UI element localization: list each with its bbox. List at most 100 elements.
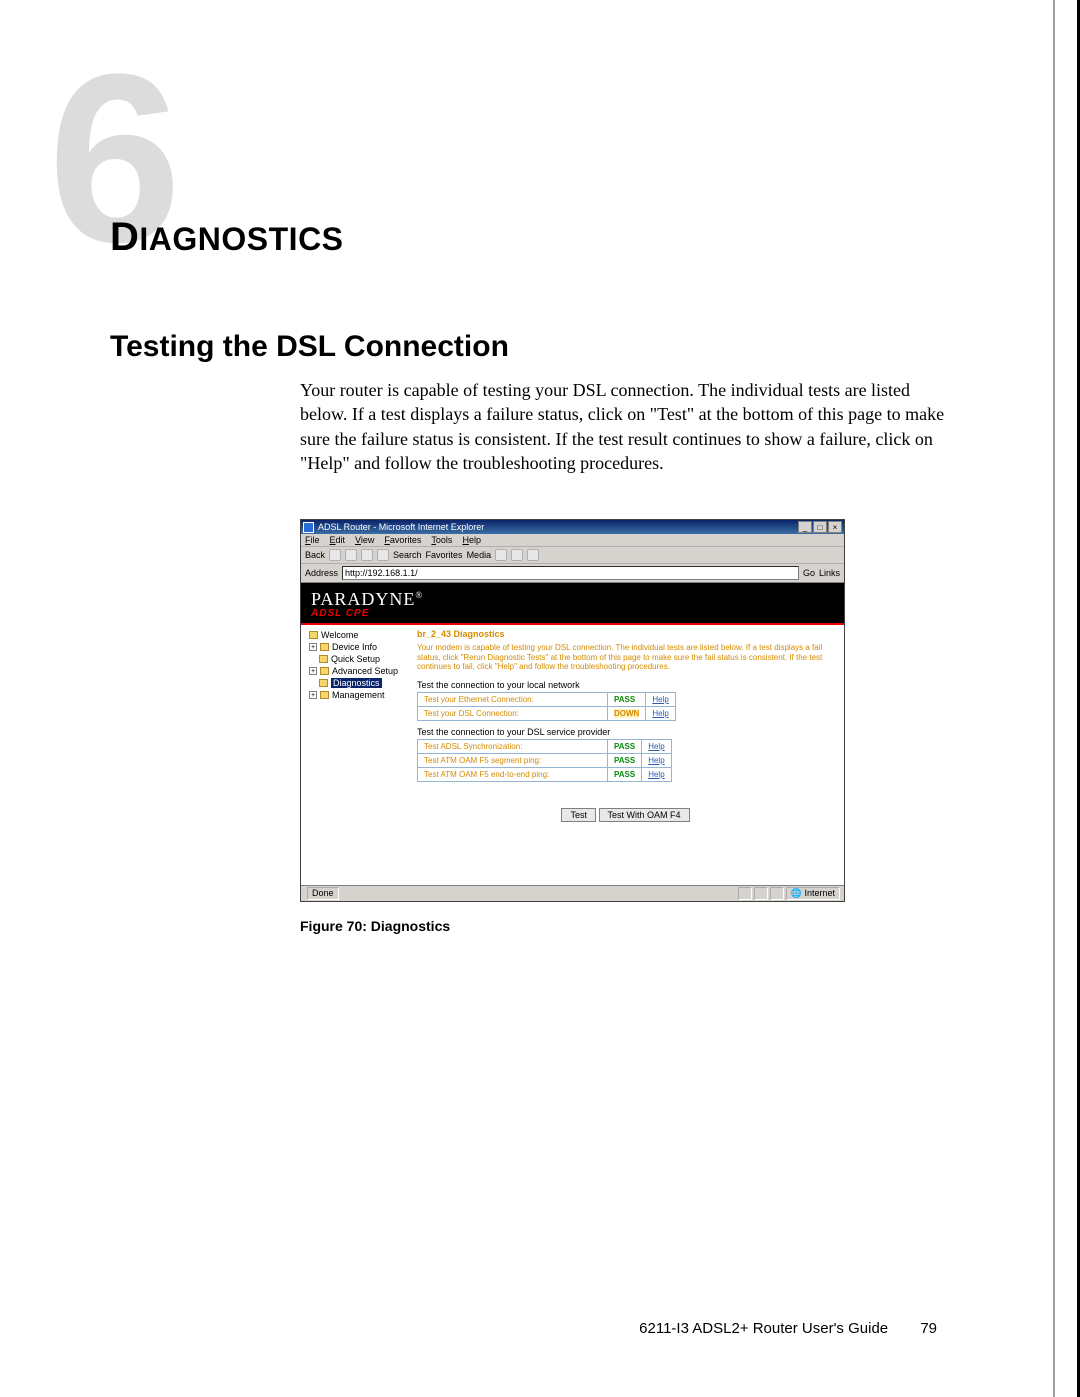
group2-title: Test the connection to your DSL service … (417, 727, 834, 737)
mail-button[interactable] (511, 549, 523, 561)
menu-file[interactable]: File (305, 535, 320, 545)
folder-icon (319, 655, 328, 663)
address-input[interactable] (342, 566, 799, 580)
table-row: Test your DSL Connection: DOWN Help (418, 706, 676, 720)
status-cell (754, 887, 768, 900)
ie-icon (303, 522, 314, 533)
menu-help[interactable]: Help (462, 535, 481, 545)
figure-container: ADSL Router - Microsoft Internet Explore… (300, 519, 947, 934)
folder-icon (320, 643, 329, 651)
address-bar: Address Go Links (301, 564, 844, 583)
sidebar-item-label: Diagnostics (331, 678, 382, 688)
expand-icon[interactable]: + (309, 667, 317, 675)
sidebar-welcome[interactable]: Welcome (303, 629, 409, 641)
status-done: Done (307, 887, 339, 900)
table-row: Test your Ethernet Connection: PASS Help (418, 692, 676, 706)
sidebar-item-label: Advanced Setup (332, 666, 398, 676)
folder-icon (320, 691, 329, 699)
status-bar: Done 🌐 Internet (301, 885, 844, 901)
test-name: Test ATM OAM F5 segment ping: (418, 753, 608, 767)
test-name: Test ADSL Synchronization: (418, 739, 608, 753)
figure-caption: Figure 70: Diagnostics (300, 918, 947, 934)
status-zone: 🌐 Internet (786, 887, 840, 900)
chapter-title: DIAGNOSTICS (110, 215, 957, 260)
table-row: Test ADSL Synchronization: PASS Help (418, 739, 672, 753)
address-label: Address (305, 568, 338, 578)
test-f4-button[interactable]: Test With OAM F4 (599, 808, 690, 822)
toolbar: Back Search Favorites Media (301, 547, 844, 564)
test-name: Test your Ethernet Connection: (418, 692, 608, 706)
brand-bar: PARADYNE® ADSL CPE (301, 583, 844, 625)
content-pane: br_2_43 Diagnostics Your modem is capabl… (411, 625, 844, 885)
help-link[interactable]: Help (652, 709, 668, 718)
test-button[interactable]: Test (561, 808, 596, 822)
window-title: ADSL Router - Microsoft Internet Explore… (318, 522, 484, 532)
footer-page-number: 79 (920, 1320, 937, 1337)
status-badge: PASS (614, 695, 635, 704)
sidebar-item-quick-setup[interactable]: Quick Setup (303, 653, 409, 665)
status-badge: PASS (614, 770, 635, 779)
content-heading: br_2_43 Diagnostics (417, 629, 834, 639)
button-row: Test Test With OAM F4 (417, 808, 834, 822)
home-button[interactable] (377, 549, 389, 561)
footer-guide: 6211-I3 ADSL2+ Router User's Guide (639, 1320, 888, 1337)
expand-icon[interactable]: + (309, 691, 317, 699)
menu-view[interactable]: View (355, 535, 374, 545)
sidebar-item-label: Device Info (332, 642, 377, 652)
body-paragraph: Your router is capable of testing your D… (300, 378, 947, 475)
print-button[interactable] (527, 549, 539, 561)
back-button[interactable]: Back (305, 550, 325, 560)
folder-icon (309, 631, 318, 639)
page-footer: 6211-I3 ADSL2+ Router User's Guide 79 (639, 1320, 937, 1337)
folder-icon (319, 679, 328, 687)
search-button[interactable]: Search (393, 550, 422, 560)
menu-tools[interactable]: Tools (431, 535, 452, 545)
sidebar-item-label: Quick Setup (331, 654, 380, 664)
folder-icon (320, 667, 329, 675)
help-link[interactable]: Help (648, 770, 664, 779)
brand-name: PARADYNE (311, 589, 415, 609)
refresh-button[interactable] (361, 549, 373, 561)
favorites-button[interactable]: Favorites (426, 550, 463, 560)
registered-icon: ® (415, 590, 423, 600)
test-name: Test your DSL Connection: (418, 706, 608, 720)
sidebar-item-management[interactable]: + Management (303, 689, 409, 701)
sidebar-item-diagnostics[interactable]: Diagnostics (303, 677, 409, 689)
titlebar: ADSL Router - Microsoft Internet Explore… (301, 520, 844, 534)
browser-content: PARADYNE® ADSL CPE Welcome + Device Info (301, 583, 844, 885)
sidebar-welcome-label: Welcome (321, 630, 358, 640)
menu-edit[interactable]: Edit (330, 535, 346, 545)
go-button[interactable]: Go (803, 568, 815, 578)
sidebar-item-advanced-setup[interactable]: + Advanced Setup (303, 665, 409, 677)
table-row: Test ATM OAM F5 end-to-end ping: PASS He… (418, 767, 672, 781)
maximize-button[interactable]: □ (813, 521, 827, 533)
sidebar-item-label: Management (332, 690, 385, 700)
menu-bar: File Edit View Favorites Tools Help (301, 534, 844, 547)
history-button[interactable] (495, 549, 507, 561)
chapter-title-first: D (110, 215, 139, 259)
status-badge: PASS (614, 756, 635, 765)
help-link[interactable]: Help (652, 695, 668, 704)
status-badge: PASS (614, 742, 635, 751)
help-link[interactable]: Help (648, 742, 664, 751)
expand-icon[interactable]: + (309, 643, 317, 651)
status-cell (770, 887, 784, 900)
sidebar-item-device-info[interactable]: + Device Info (303, 641, 409, 653)
forward-button[interactable] (329, 549, 341, 561)
stop-button[interactable] (345, 549, 357, 561)
sidebar: Welcome + Device Info Quick Setup + (301, 625, 411, 885)
minimize-button[interactable]: _ (798, 521, 812, 533)
media-button[interactable]: Media (467, 550, 492, 560)
group1-title: Test the connection to your local networ… (417, 680, 834, 690)
menu-favorites[interactable]: Favorites (384, 535, 421, 545)
status-badge: DOWN (614, 709, 639, 718)
links-label[interactable]: Links (819, 568, 840, 578)
section-title: Testing the DSL Connection (110, 330, 957, 364)
table-row: Test ATM OAM F5 segment ping: PASS Help (418, 753, 672, 767)
chapter-title-rest: IAGNOSTICS (139, 221, 343, 257)
help-link[interactable]: Help (648, 756, 664, 765)
test-name: Test ATM OAM F5 end-to-end ping: (418, 767, 608, 781)
close-button[interactable]: × (828, 521, 842, 533)
diag-table-2: Test ADSL Synchronization: PASS Help Tes… (417, 739, 672, 782)
content-intro: Your modem is capable of testing your DS… (417, 643, 834, 672)
